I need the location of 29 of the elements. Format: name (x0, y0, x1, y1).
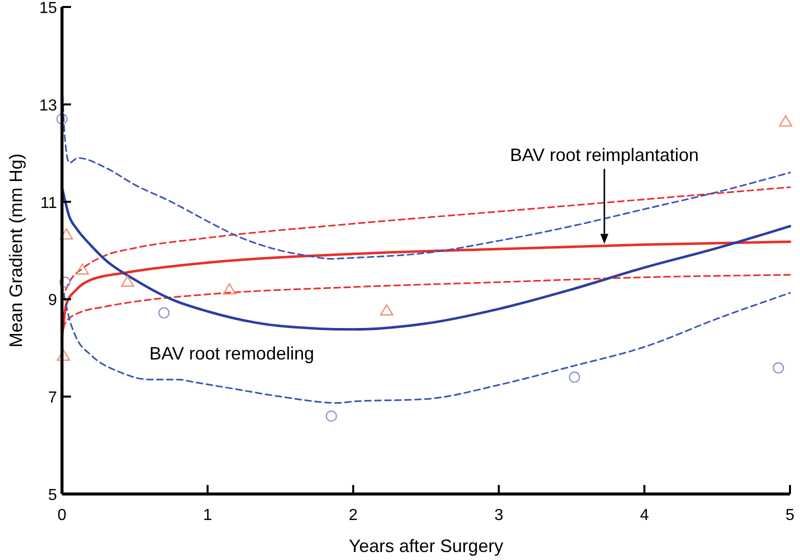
x-tick-label: 0 (58, 507, 67, 524)
point (59, 276, 71, 288)
point (60, 228, 73, 240)
y-tick-label: 13 (39, 97, 58, 114)
point (568, 372, 580, 383)
point (772, 362, 784, 374)
y-tick-label: 9 (48, 292, 58, 310)
y-tick-label: 15 (39, 0, 58, 17)
x-tick-label: 4 (640, 507, 649, 524)
point (120, 276, 134, 287)
point (326, 410, 337, 422)
x-tick-label: 1 (203, 507, 212, 524)
point (222, 283, 236, 295)
point (158, 307, 170, 318)
y-axis-title: Mean Gradient (mm Hg) (6, 153, 26, 348)
x-tick-label: 5 (786, 507, 795, 524)
x-tick-label: 2 (348, 507, 358, 524)
x-tick-label: 3 (494, 507, 504, 524)
y-tick-label: 7 (48, 390, 58, 407)
y-tick-label: 11 (40, 194, 58, 212)
y-tick-label: 5 (48, 487, 58, 504)
text: BAV root reimplantation (510, 144, 699, 165)
series-label: BAV root remodeling (149, 343, 314, 364)
point (380, 304, 394, 316)
point (56, 350, 70, 361)
point (779, 115, 792, 127)
point (56, 113, 68, 125)
x-axis-title: Years after Surgery (348, 536, 504, 556)
point (76, 263, 89, 275)
